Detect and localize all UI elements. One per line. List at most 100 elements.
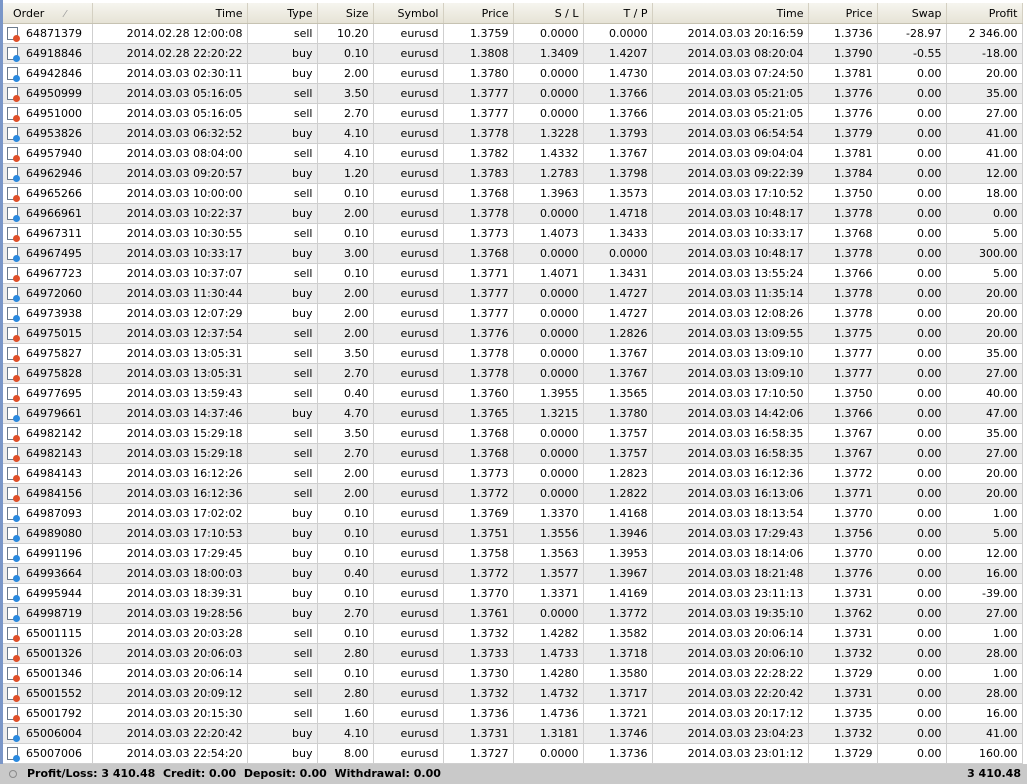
cell-close-time: 2014.03.03 18:13:54 [652,503,809,524]
column-header-size[interactable]: Size [317,3,374,24]
cell-order: 65001792 [3,703,93,724]
column-header-type[interactable]: Type [247,3,318,24]
cell-profit: 12.00 [946,163,1023,184]
table-row[interactable]: 64984156 2014.03.03 16:12:36 sell 2.00 eurus… [3,483,1023,504]
cell-type: sell [247,483,318,504]
table-row[interactable]: 65007006 2014.03.03 22:54:20 buy 8.00 eurusd… [3,743,1023,764]
column-header-open-price[interactable]: Price [443,3,514,24]
table-row[interactable]: 64977695 2014.03.03 13:59:43 sell 0.40 eurus… [3,383,1023,404]
cell-open-time: 2014.03.03 18:39:31 [92,583,248,604]
column-header-take-profit[interactable]: T / P [583,3,653,24]
cell-open-time: 2014.03.03 08:04:00 [92,143,248,164]
cell-size: 2.70 [317,363,374,384]
table-row[interactable]: 65001792 2014.03.03 20:15:30 sell 1.60 eurus… [3,703,1023,724]
table-row[interactable]: 64966961 2014.03.03 10:22:37 buy 2.00 eurusd… [3,203,1023,224]
cell-type: sell [247,183,318,204]
column-header-profit[interactable]: Profit [946,3,1023,24]
cell-size: 3.50 [317,83,374,104]
cell-symbol: eurusd [373,703,444,724]
table-row[interactable]: 64982142 2014.03.03 15:29:18 sell 3.50 eurus… [3,423,1023,444]
cell-stop-loss: 0.0000 [513,83,584,104]
table-row[interactable]: 64982143 2014.03.03 15:29:18 sell 2.70 eurus… [3,443,1023,464]
sell-order-icon [7,467,20,483]
column-header-stop-loss[interactable]: S / L [513,3,584,24]
column-header-close-time[interactable]: Time [652,3,809,24]
cell-close-time: 2014.03.03 17:29:43 [652,523,809,544]
cell-order: 65007006 [3,743,93,764]
cell-take-profit: 1.3565 [583,383,653,404]
table-row[interactable]: 64957940 2014.03.03 08:04:00 sell 4.10 eurus… [3,143,1023,164]
table-row[interactable]: 64967311 2014.03.03 10:30:55 sell 0.10 eurus… [3,223,1023,244]
cell-order: 64989080 [3,523,93,544]
column-header-symbol[interactable]: Symbol [373,3,444,24]
cell-open-price: 1.3760 [443,383,514,404]
sell-order-icon [7,427,20,443]
column-header-open-time[interactable]: Time [92,3,248,24]
table-row[interactable]: 64989080 2014.03.03 17:10:53 buy 0.10 eurusd… [3,523,1023,544]
cell-stop-loss: 1.3963 [513,183,584,204]
table-row[interactable]: 64993664 2014.03.03 18:00:03 buy 0.40 eurusd… [3,563,1023,584]
table-row[interactable]: 64953826 2014.03.03 06:32:52 buy 4.10 eurusd… [3,123,1023,144]
cell-take-profit: 1.3780 [583,403,653,424]
buy-order-icon [7,507,20,523]
table-row[interactable]: 64967495 2014.03.03 10:33:17 buy 3.00 eurusd… [3,243,1023,264]
cell-symbol: eurusd [373,63,444,84]
cell-order: 64967495 [3,243,93,264]
cell-close-price: 1.3770 [808,543,878,564]
cell-swap: 0.00 [877,383,947,404]
table-row[interactable]: 64967723 2014.03.03 10:37:07 sell 0.10 eurus… [3,263,1023,284]
table-row[interactable]: 64984143 2014.03.03 16:12:26 sell 2.00 eurus… [3,463,1023,484]
table-row[interactable]: 64979661 2014.03.03 14:37:46 buy 4.70 eurusd… [3,403,1023,424]
table-row[interactable]: 65001552 2014.03.03 20:09:12 sell 2.80 eurus… [3,683,1023,704]
cell-open-price: 1.3777 [443,83,514,104]
cell-take-profit: 1.4718 [583,203,653,224]
cell-swap: 0.00 [877,83,947,104]
cell-close-time: 2014.03.03 23:11:13 [652,583,809,604]
cell-type: sell [247,23,318,44]
table-row[interactable]: 65001346 2014.03.03 20:06:14 sell 0.10 eurus… [3,663,1023,684]
cell-order: 64942846 [3,63,93,84]
cell-close-price: 1.3778 [808,283,878,304]
cell-symbol: eurusd [373,183,444,204]
table-row[interactable]: 64975827 2014.03.03 13:05:31 sell 3.50 eurus… [3,343,1023,364]
table-row[interactable]: 64973938 2014.03.03 12:07:29 buy 2.00 eurusd… [3,303,1023,324]
cell-open-time: 2014.03.03 17:29:45 [92,543,248,564]
table-row[interactable]: 64871379 2014.02.28 12:00:08 sell 10.20 euru… [3,23,1023,44]
cell-stop-loss: 0.0000 [513,303,584,324]
column-header-swap[interactable]: Swap [877,3,947,24]
table-row[interactable]: 64950999 2014.03.03 05:16:05 sell 3.50 eurus… [3,83,1023,104]
table-row[interactable]: 64991196 2014.03.03 17:29:45 buy 0.10 eurusd… [3,543,1023,564]
table-row[interactable]: 64951000 2014.03.03 05:16:05 sell 2.70 eurus… [3,103,1023,124]
table-row[interactable]: 65001326 2014.03.03 20:06:03 sell 2.80 eurus… [3,643,1023,664]
cell-order: 64962946 [3,163,93,184]
table-row[interactable]: 64975015 2014.03.03 12:37:54 sell 2.00 eurus… [3,323,1023,344]
cell-profit: 16.00 [946,703,1023,724]
cell-close-time: 2014.03.03 05:21:05 [652,83,809,104]
table-row[interactable]: 65001115 2014.03.03 20:03:28 sell 0.10 eurus… [3,623,1023,644]
table-row[interactable]: 64918846 2014.02.28 22:20:22 buy 0.10 eurusd… [3,43,1023,64]
cell-symbol: eurusd [373,583,444,604]
table-row[interactable]: 64975828 2014.03.03 13:05:31 sell 2.70 eurus… [3,363,1023,384]
cell-open-price: 1.3730 [443,663,514,684]
table-row[interactable]: 64998719 2014.03.03 19:28:56 buy 2.70 eurusd… [3,603,1023,624]
table-row[interactable]: 64995944 2014.03.03 18:39:31 buy 0.10 eurusd… [3,583,1023,604]
table-row[interactable]: 65006004 2014.03.03 22:20:42 buy 4.10 eurusd… [3,723,1023,744]
cell-size: 2.00 [317,323,374,344]
cell-size: 0.40 [317,563,374,584]
column-header-close-price[interactable]: Price [808,3,878,24]
buy-order-icon [7,607,20,623]
cell-order: 64982142 [3,423,93,444]
cell-close-price: 1.3779 [808,123,878,144]
table-row[interactable]: 64972060 2014.03.03 11:30:44 buy 2.00 eurusd… [3,283,1023,304]
column-header-order[interactable]: Order ⁄ [3,3,93,24]
order-number: 64989080 [26,526,82,540]
table-row[interactable]: 64965266 2014.03.03 10:00:00 sell 0.10 eurus… [3,183,1023,204]
table-row[interactable]: 64962946 2014.03.03 09:20:57 buy 1.20 eurusd… [3,163,1023,184]
summary-text: Profit/Loss: 3 410.48 Credit: 0.00 Depos… [27,767,441,780]
sort-ascending-icon: ⁄ [64,8,66,20]
cell-type: buy [247,563,318,584]
cell-take-profit: 1.2823 [583,463,653,484]
table-row[interactable]: 64987093 2014.03.03 17:02:02 buy 0.10 eurusd… [3,503,1023,524]
table-row[interactable]: 64942846 2014.03.03 02:30:11 buy 2.00 eurusd… [3,63,1023,84]
